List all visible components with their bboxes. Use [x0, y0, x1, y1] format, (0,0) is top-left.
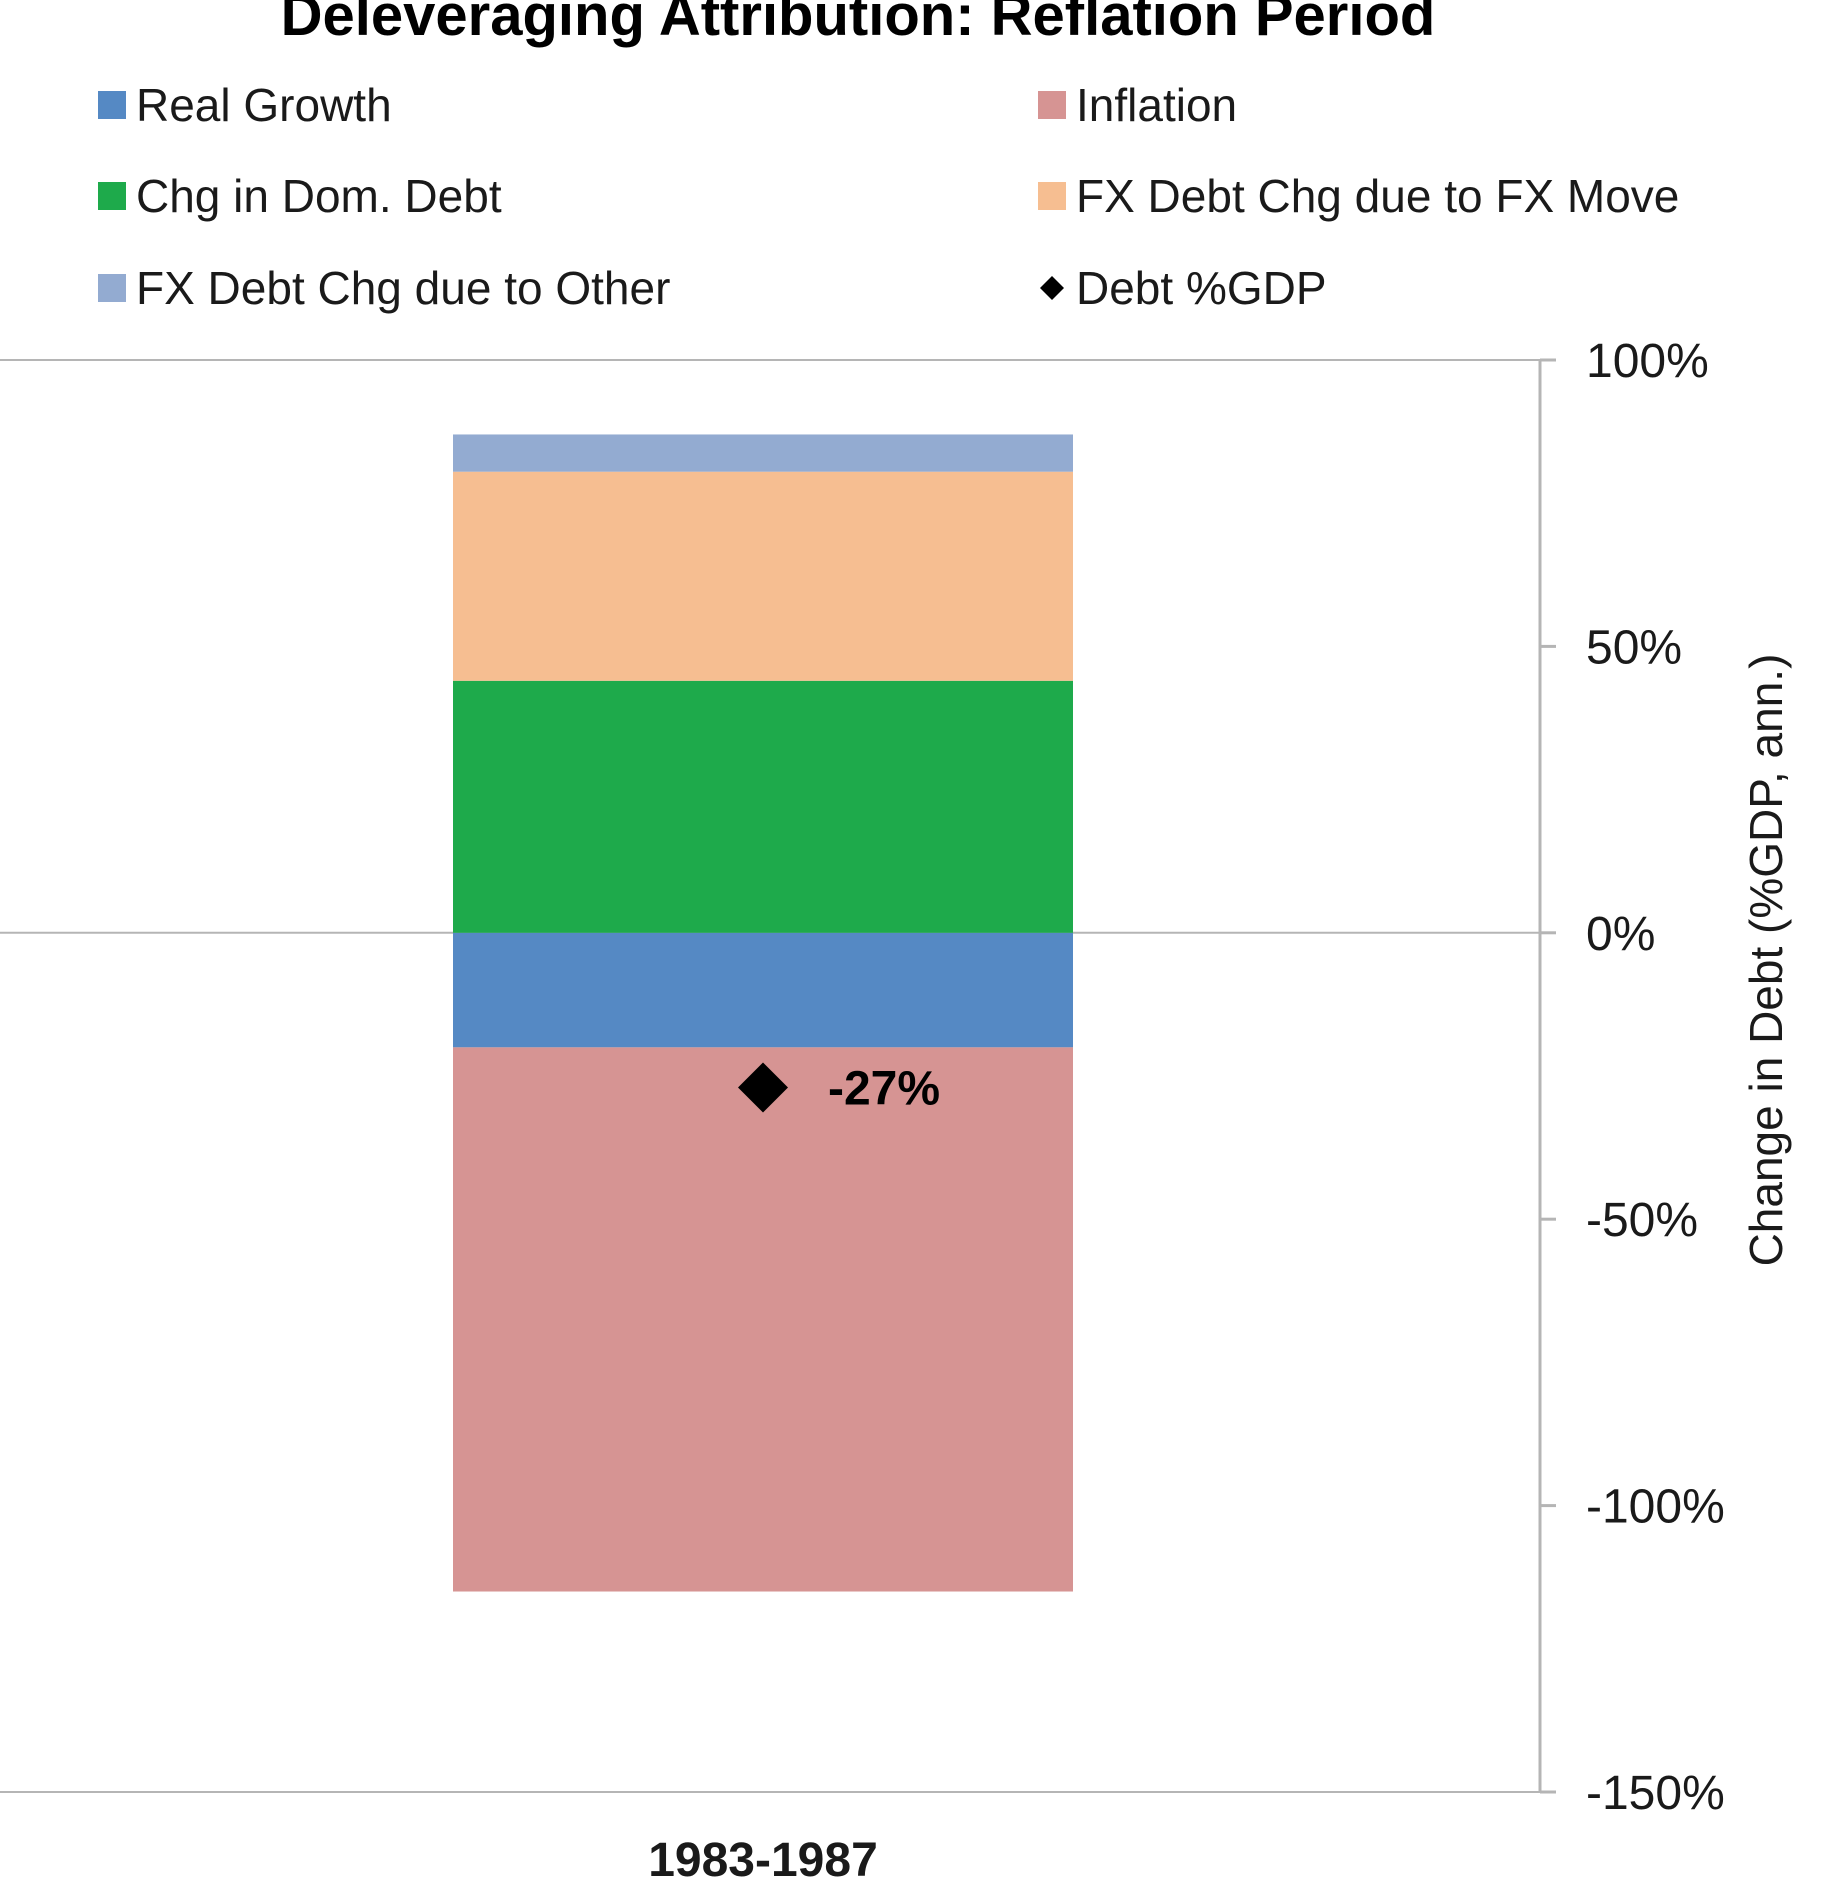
legend-item-real-growth: Real Growth [98, 79, 392, 131]
y-tick-label: -50% [1586, 1194, 1698, 1247]
legend-item-chg-in-dom-debt: Chg in Dom. Debt [98, 170, 502, 222]
y-axis-title: Change in Debt (%GDP, ann.) [1740, 654, 1792, 1267]
legend-label: Inflation [1076, 79, 1237, 131]
debt-marker-diamond [738, 1062, 788, 1113]
legend-label: FX Debt Chg due to Other [136, 262, 670, 314]
legend-swatch-icon [98, 274, 126, 302]
x-category-label: 1983-1987 [648, 1834, 878, 1887]
y-tick-label: 100% [1586, 335, 1709, 388]
x-axis: 1983-1987 [648, 1834, 878, 1887]
y-axis: 100% 50% 0% -50% -100% -150% [1538, 335, 1725, 1820]
bar-segment-fx-debt-chg-due-to-other [453, 434, 1073, 472]
bar-segment-real-growth [453, 932, 1073, 1048]
debt-markers: -27% [738, 1062, 940, 1115]
legend-label: Debt %GDP [1076, 262, 1327, 314]
bar-stack [453, 434, 1073, 1592]
legend-item-debt-gdp: Debt %GDP [1040, 262, 1327, 314]
legend-item-fx-debt-chg-due-to-other: FX Debt Chg due to Other [98, 262, 670, 314]
legend-item-fx-debt-chg-due-to-fx-move: FX Debt Chg due to FX Move [1038, 170, 1679, 222]
y-tick-label: -100% [1586, 1481, 1725, 1534]
bar-segment-chg-in-dom-debt [453, 680, 1073, 933]
legend-swatch-icon [98, 182, 126, 210]
bar-segment-fx-debt-chg-due-to-fx-move [453, 471, 1073, 681]
bar-segment-inflation [453, 1047, 1073, 1592]
y-tick-label: -150% [1586, 1767, 1725, 1820]
legend-label: Real Growth [136, 79, 392, 131]
legend-swatch-icon [98, 91, 126, 119]
legend-swatch-icon [1038, 91, 1066, 119]
legend-swatch-icon [1038, 182, 1066, 210]
chart-title: Deleveraging Attribution: Reflation Peri… [281, 0, 1436, 48]
y-tick-label: 0% [1586, 908, 1655, 961]
legend-label: FX Debt Chg due to FX Move [1076, 170, 1679, 222]
legend-diamond-icon [1040, 276, 1064, 300]
legend: Real Growth Inflation Chg in Dom. Debt FX D… [98, 79, 1679, 314]
debt-marker-label: -27% [828, 1062, 940, 1115]
legend-item-inflation: Inflation [1038, 79, 1237, 131]
legend-label: Chg in Dom. Debt [136, 170, 502, 222]
y-tick-label: 50% [1586, 621, 1682, 674]
